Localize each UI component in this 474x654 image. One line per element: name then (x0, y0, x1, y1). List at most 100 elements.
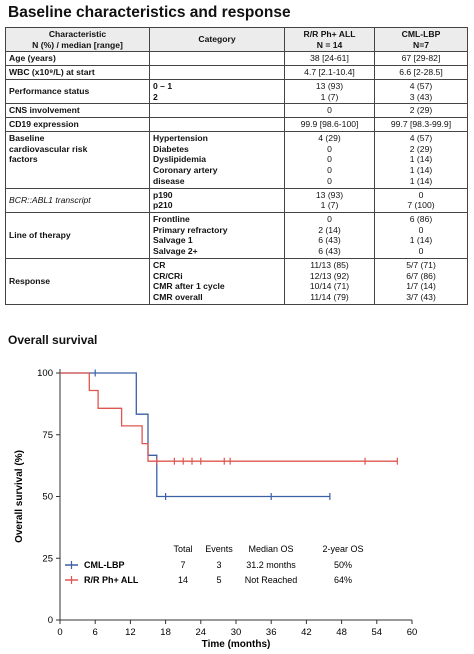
chart-series (60, 369, 398, 500)
row-rr-values: 99.9 [98.6-100] (284, 117, 375, 132)
legend-header: Total (173, 544, 192, 554)
row-label-line: BCR::ABL1 transcript (9, 194, 91, 205)
cml-value: 6.6 [2-28.5] (399, 67, 443, 78)
row-label-line: factors (9, 154, 38, 165)
cml-value: 7 (100) (407, 200, 435, 211)
x-tick-label: 42 (301, 627, 312, 638)
cml-value: 4 (57) (409, 132, 433, 143)
survival-title: Overall survival (8, 333, 98, 347)
row-rr-values: 13 (93) 1 (7) (284, 187, 375, 214)
rr-value: 99.9 [98.6-100] (300, 119, 359, 130)
category-line: CMR after 1 cycle (153, 281, 225, 292)
x-axis-label: Time (months) (202, 639, 271, 650)
header-rr-ph-all: R/R Ph+ ALL N = 14 (284, 26, 375, 53)
rr-value: 11/13 (85) (310, 259, 349, 270)
table-row: Performance status 0 – 1 2 13 (93) 1 (7) 4 (5… (5, 78, 468, 105)
row-cml-values: 6 (86) 0 1 (14) 0 (374, 212, 468, 259)
rr-value: 2 (14) (318, 224, 341, 235)
rr-value: 0 (327, 165, 332, 176)
legend-header: Median OS (248, 544, 293, 554)
rr-value: 13 (93) (315, 189, 344, 200)
row-categories (149, 51, 285, 67)
category-line: Hypertension (153, 132, 208, 143)
row-label-line: Line of therapy (9, 230, 71, 241)
row-label-line: Response (9, 276, 51, 287)
header-rr-line-1: R/R Ph+ ALL (303, 29, 356, 39)
row-categories (149, 103, 285, 119)
cml-value: 1 (14) (409, 235, 433, 246)
row-rr-values: 4 (29) 0 0 0 0 (284, 130, 375, 189)
row-cml-values: 99.7 [98.3-99.9] (374, 117, 468, 132)
row-cml-values: 67 [29-82] (374, 51, 468, 67)
x-tick-label: 12 (125, 627, 136, 638)
rr-value: 0 (327, 175, 332, 186)
table-body: Age (years) 38 [24-61] 67 [29-82] WBC (x10⁹… (5, 51, 468, 305)
row-rr-values: 38 [24-61] (284, 51, 375, 67)
category-line: CR/CRi (153, 270, 183, 281)
category-line: Salvage 2+ (153, 246, 198, 257)
cml-value: 3/7 (43) (406, 292, 436, 303)
row-rr-values: 0 (284, 103, 375, 119)
category-line: 2 (153, 91, 158, 102)
category-line: CMR overall (153, 292, 203, 303)
row-label: CD19 expression (5, 117, 150, 132)
rr-value: 38 [24-61] (310, 53, 349, 64)
header-characteristic-line-2: N (%) / median [range] (32, 39, 123, 50)
cml-value: 3 (43) (409, 91, 433, 102)
rr-value: 0 (327, 154, 332, 165)
rr-value: 11/14 (79) (310, 292, 349, 303)
legend-value: 5 (216, 575, 221, 585)
row-label-line: Age (years) (9, 53, 56, 64)
category-line: disease (153, 175, 185, 186)
cml-value: 2 (29) (409, 143, 433, 154)
x-tick-label: 18 (160, 627, 171, 638)
y-tick-label: 0 (48, 615, 53, 626)
table-row: Response CR CR/CRi CMR after 1 cycle CMR ove… (5, 257, 468, 305)
row-cml-values: 2 (29) (374, 103, 468, 119)
category-line: Frontline (153, 214, 190, 225)
row-cml-values: 4 (57) 2 (29) 1 (14) 1 (14) 1 (14) (374, 130, 468, 189)
header-characteristic: Characteristic N (%) / median [range] (5, 26, 150, 53)
row-label: Age (years) (5, 51, 150, 67)
rr-value: 0 (327, 105, 332, 116)
row-rr-values: 11/13 (85) 12/13 (92) 10/14 (71) 11/14 (79) (284, 257, 375, 305)
table-header-row: Characteristic N (%) / median [range] Ca… (5, 26, 468, 53)
table-row: WBC (x10⁹/L) at start 4.7 [2.1-10.4] 6.6 [… (5, 65, 468, 80)
cml-value: 6 (86) (409, 214, 433, 225)
x-tick-label: 0 (57, 627, 62, 638)
header-category: Category (149, 26, 285, 53)
category-line: p190 (153, 189, 173, 200)
rr-value: 1 (7) (320, 200, 339, 211)
row-rr-values: 13 (93) 1 (7) (284, 78, 375, 105)
category-line: Diabetes (153, 143, 189, 154)
row-label: Response (5, 257, 150, 305)
legend-value: 14 (178, 575, 188, 585)
y-tick-label: 100 (37, 368, 53, 379)
header-characteristic-line-1: Characteristic (48, 29, 107, 39)
legend-value: Not Reached (245, 575, 298, 585)
cml-value: 0 (418, 189, 424, 200)
x-tick-label: 6 (93, 627, 98, 638)
row-label-line: Baseline (9, 132, 45, 143)
row-label: Performance status (5, 78, 150, 105)
x-tick-label: 24 (196, 627, 207, 638)
header-cml-line-1: CML-LBP (401, 29, 441, 39)
cml-value: 1 (14) (409, 165, 433, 176)
row-rr-values: 4.7 [2.1-10.4] (284, 65, 375, 80)
x-tick-label: 54 (372, 627, 383, 638)
legend-value: 3 (216, 560, 221, 570)
rr-value: 12/13 (92) (309, 270, 350, 281)
cml-value: 1/7 (14) (406, 281, 436, 292)
row-label-line: WBC (x10⁹/L) at start (9, 67, 95, 78)
cml-value: 0 (418, 224, 424, 235)
category-line: CR (153, 259, 166, 270)
header-cml-line-2: N=7 (412, 39, 429, 50)
category-line: p210 (153, 200, 173, 211)
cml-value: 67 [29-82] (401, 53, 441, 64)
category-line: Coronary artery (153, 165, 218, 176)
rr-value: 0 (327, 143, 332, 154)
row-label-line: CD19 expression (9, 119, 79, 130)
y-tick-label: 75 (42, 430, 53, 441)
row-cml-values: 5/7 (71) 6/7 (86) 1/7 (14) 3/7 (43) (374, 257, 468, 305)
